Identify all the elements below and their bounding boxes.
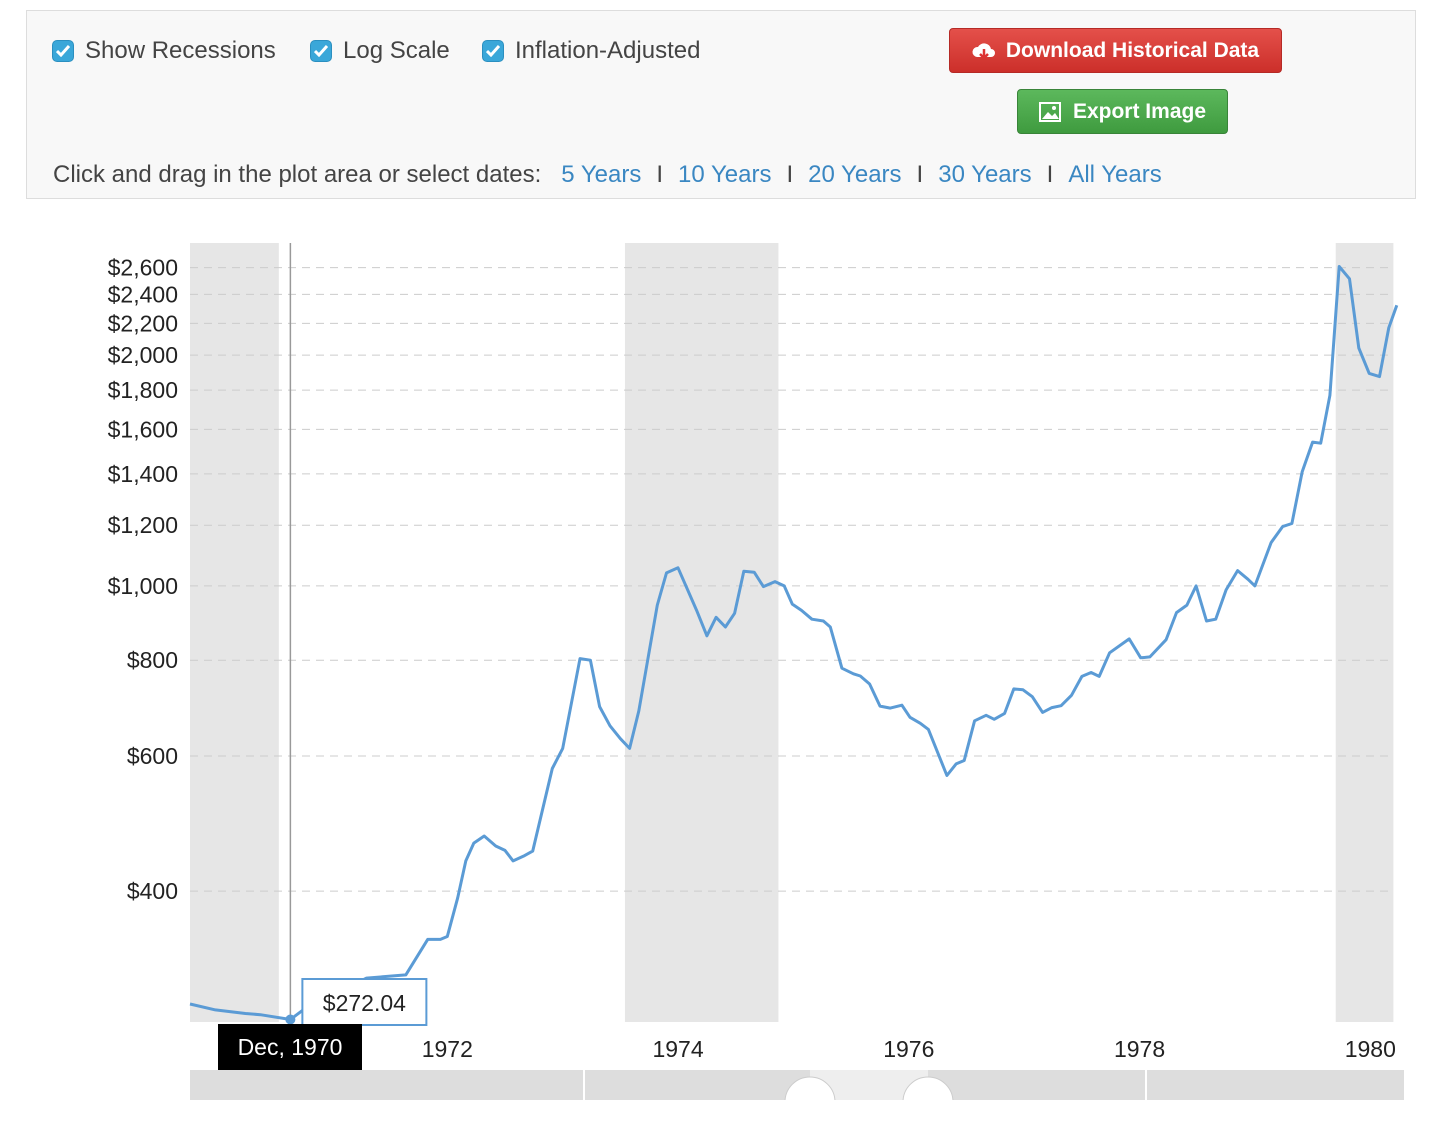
- button-label[interactable]: Download Historical Data: [1005, 38, 1260, 62]
- navigator-window: [810, 1070, 928, 1100]
- range-link[interactable]: All Years: [1068, 161, 1162, 188]
- x-tick-label: 1980: [1345, 1036, 1396, 1062]
- y-tick-label: $2,000: [108, 342, 178, 368]
- navigator: [190, 1070, 1404, 1100]
- checkbox-label[interactable]: Log Scale: [343, 37, 450, 64]
- y-tick-label: $2,400: [108, 281, 178, 307]
- y-tick-label: $400: [127, 878, 178, 904]
- range-link[interactable]: 5 Years: [561, 161, 642, 188]
- y-tick-label: $1,800: [108, 377, 178, 403]
- tooltip-point: [285, 1014, 296, 1025]
- recession-band: [1335, 243, 1394, 1022]
- cloud-icon: [972, 42, 995, 60]
- y-tick-label: $600: [127, 743, 178, 769]
- y-tick-label: $1,200: [108, 512, 178, 538]
- checkbox-box[interactable]: [310, 40, 332, 62]
- recession-band: [624, 243, 779, 1022]
- navigator-handle: [784, 1076, 836, 1125]
- date-label-box: [218, 1024, 362, 1070]
- x-tick-label: 1978: [1114, 1036, 1165, 1062]
- x-tick-label: 1976: [883, 1036, 934, 1062]
- y-tick-label: $2,600: [108, 255, 178, 281]
- navigator-handle: [902, 1076, 954, 1125]
- checkbox[interactable]: Log Scale: [310, 37, 450, 65]
- y-tick-label: $800: [127, 647, 178, 673]
- separator: I: [786, 161, 794, 188]
- tooltip-box: [301, 978, 428, 1026]
- range-link[interactable]: 10 Years: [678, 161, 772, 188]
- price-line: [189, 265, 1399, 1021]
- checkbox-box[interactable]: [52, 40, 74, 62]
- download-button[interactable]: Download Historical Data: [949, 28, 1282, 73]
- y-tick-label: $1,400: [108, 461, 178, 487]
- range-prompt: Click and drag in the plot area or selec…: [53, 161, 542, 188]
- separator: I: [1046, 161, 1054, 188]
- checkbox-box[interactable]: [482, 40, 504, 62]
- check-icon: [314, 45, 328, 57]
- x-tick-label: 1972: [422, 1036, 473, 1062]
- check-icon: [486, 45, 500, 57]
- image-icon: [1038, 101, 1061, 122]
- checkbox[interactable]: Show Recessions: [52, 37, 276, 65]
- range-link[interactable]: 20 Years: [808, 161, 902, 188]
- y-tick-label: $2,200: [108, 310, 178, 336]
- separator: I: [916, 161, 924, 188]
- checkbox-label[interactable]: Show Recessions: [85, 37, 276, 64]
- x-tick-label: 1974: [652, 1036, 703, 1062]
- checkbox-label[interactable]: Inflation-Adjusted: [515, 37, 701, 64]
- checkbox[interactable]: Inflation-Adjusted: [482, 37, 700, 65]
- date-label: Dec, 1970: [238, 1034, 343, 1060]
- control-panel: Show Recessions Log Scale Inflation-Adju…: [26, 10, 1416, 199]
- range-link[interactable]: 30 Years: [938, 161, 1032, 188]
- check-icon: [56, 45, 70, 57]
- separator: I: [656, 161, 664, 188]
- tooltip-value: $272.04: [323, 990, 406, 1016]
- range-selector: Click and drag in the plot area or selec…: [53, 161, 1162, 189]
- y-tick-label: $1,000: [108, 573, 178, 599]
- export-button[interactable]: Export Image: [1017, 89, 1228, 134]
- y-tick-label: $1,600: [108, 416, 178, 442]
- bottom-mask: [0, 1100, 1451, 1125]
- button-label[interactable]: Export Image: [1072, 99, 1207, 123]
- recession-band: [190, 243, 279, 1022]
